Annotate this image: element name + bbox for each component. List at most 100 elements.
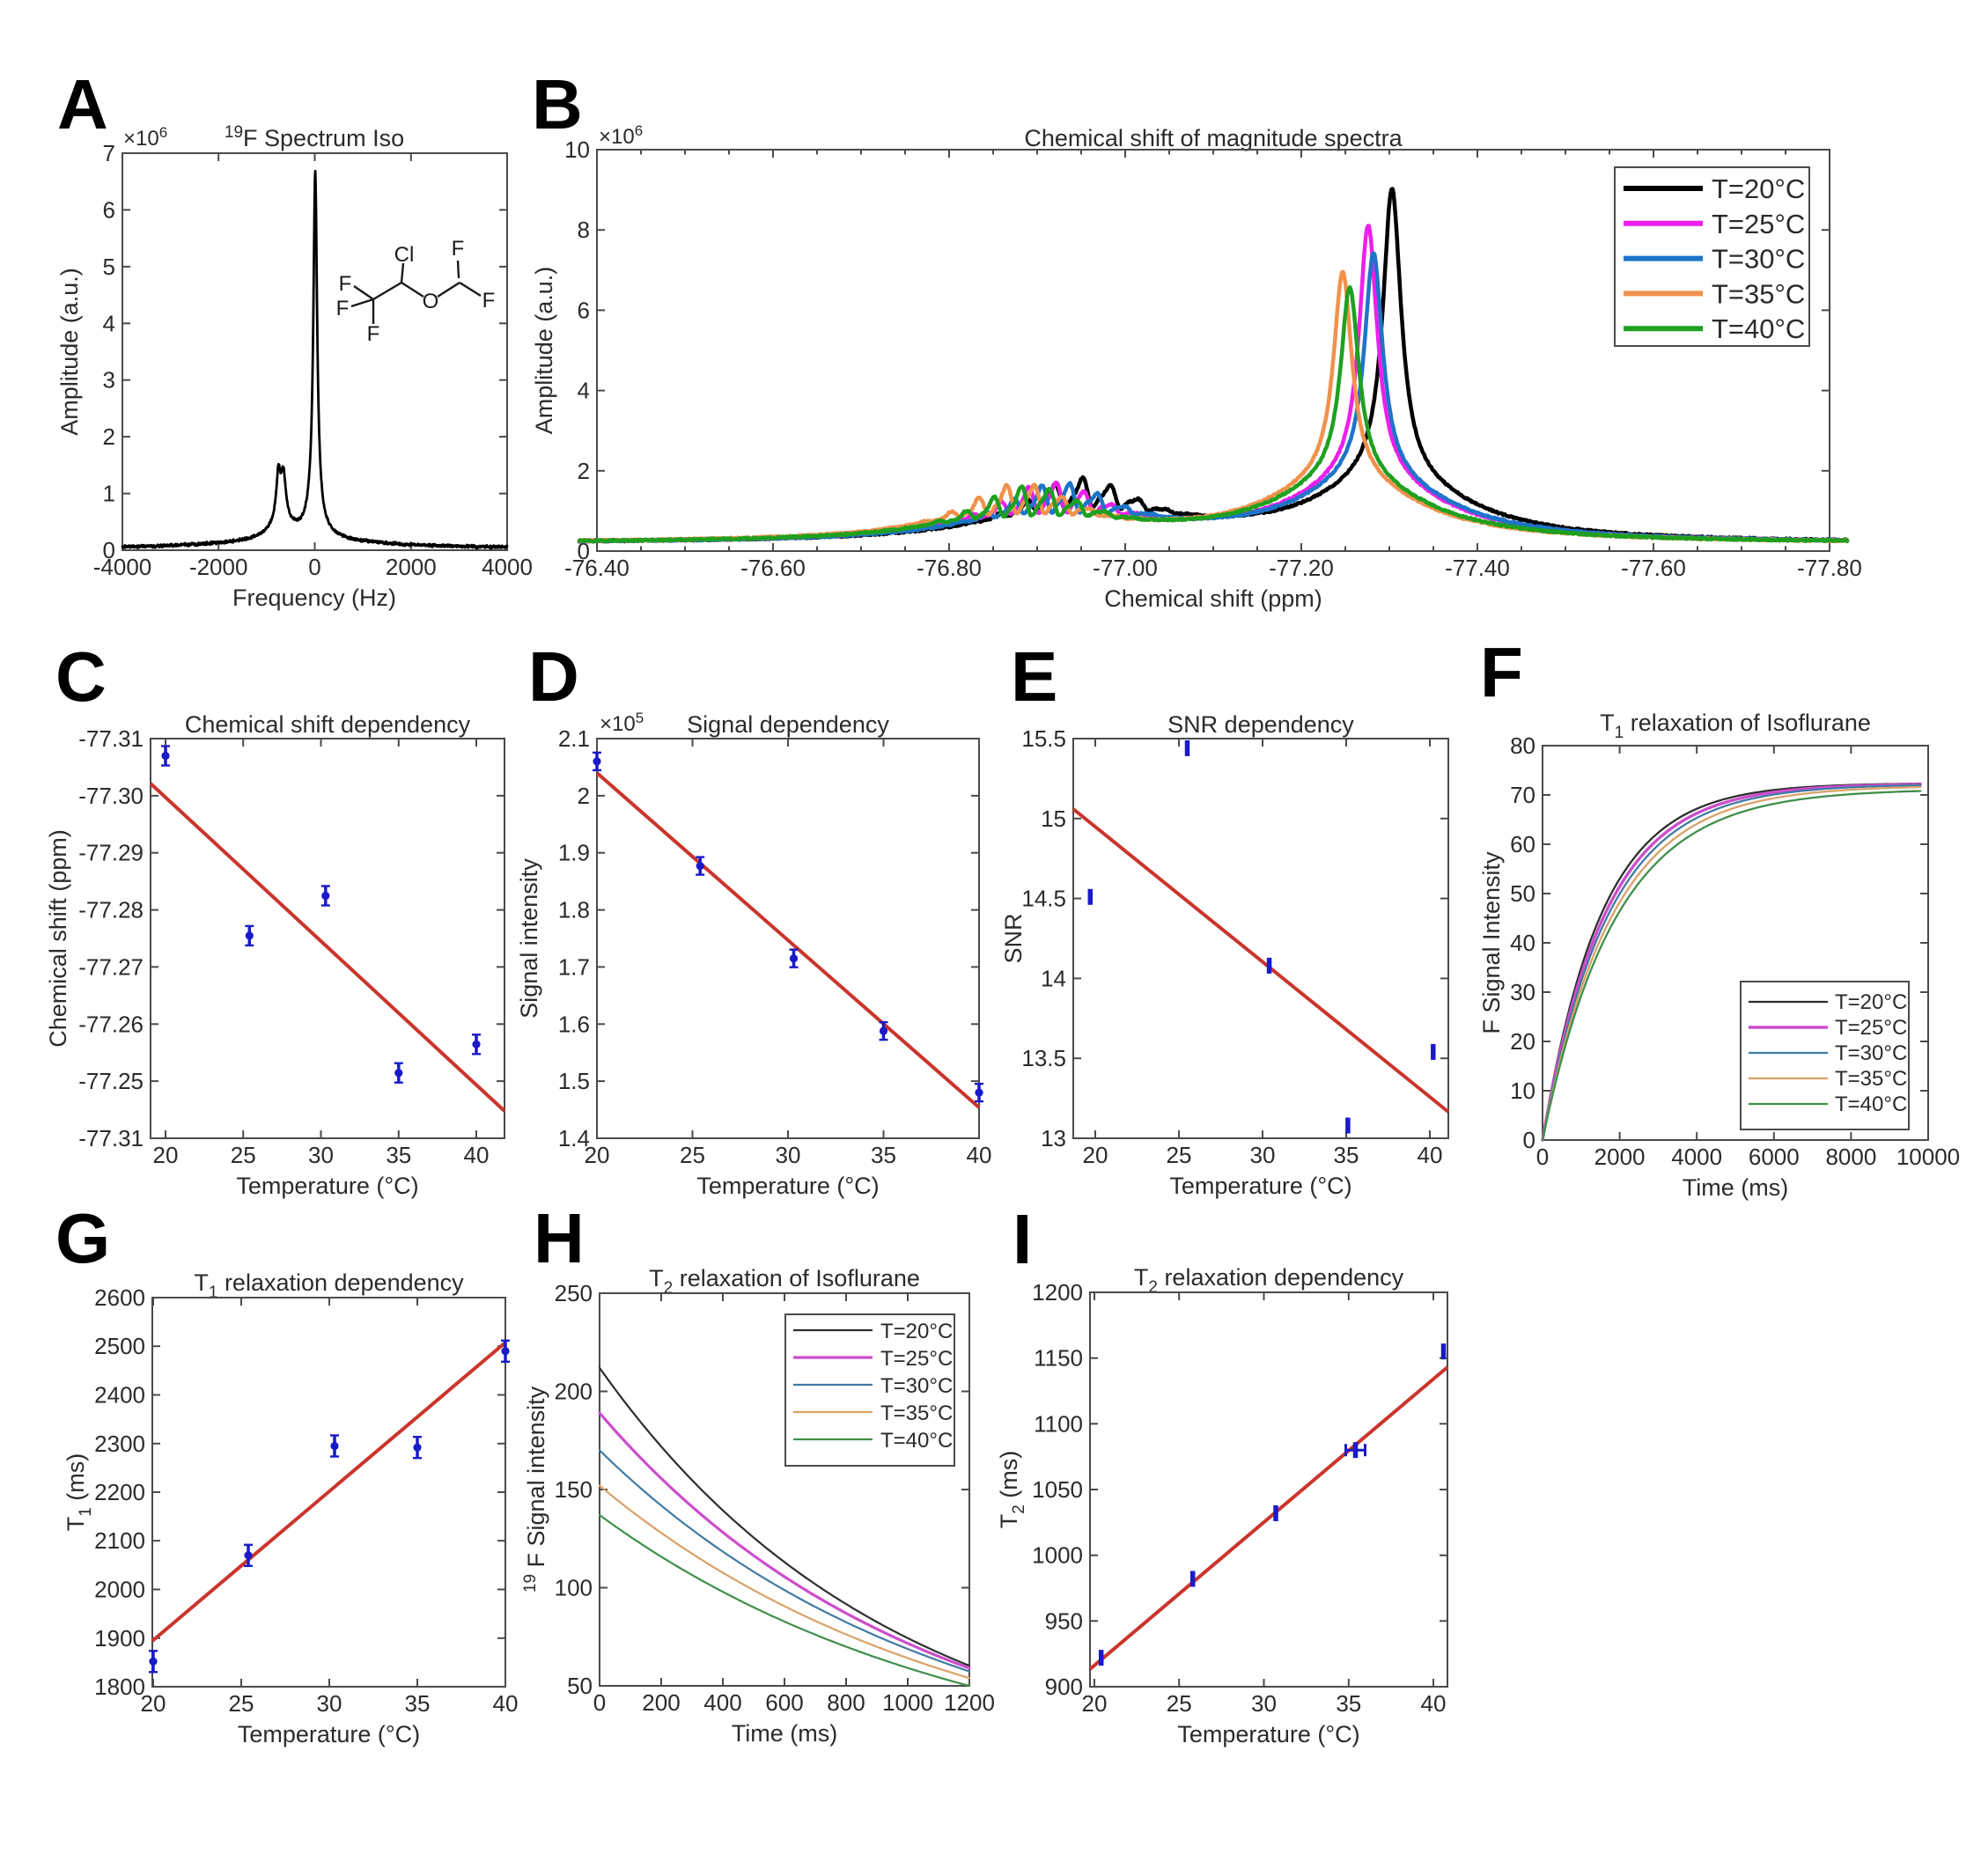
svg-text:-77.31: -77.31 xyxy=(78,725,144,752)
svg-text:T=40°C: T=40°C xyxy=(1712,313,1805,344)
svg-text:-77.29: -77.29 xyxy=(78,840,144,866)
svg-text:30: 30 xyxy=(1251,1690,1277,1717)
svg-text:1.8: 1.8 xyxy=(558,897,590,923)
svg-text:0: 0 xyxy=(103,537,115,563)
svg-text:40: 40 xyxy=(967,1142,992,1168)
svg-text:Amplitude (a.u.): Amplitude (a.u.) xyxy=(56,268,83,436)
svg-text:25: 25 xyxy=(680,1142,705,1168)
svg-text:-77.31: -77.31 xyxy=(78,1125,144,1151)
svg-text:D: D xyxy=(528,637,579,716)
svg-text:1000: 1000 xyxy=(882,1689,933,1716)
svg-text:13.5: 13.5 xyxy=(1021,1045,1066,1071)
svg-text:200: 200 xyxy=(642,1689,680,1716)
svg-text:F: F xyxy=(339,272,352,296)
svg-text:4: 4 xyxy=(578,378,590,404)
svg-text:T=35°C: T=35°C xyxy=(1712,278,1805,309)
svg-text:I: I xyxy=(1013,1200,1032,1278)
svg-text:-77.00: -77.00 xyxy=(1093,555,1158,581)
svg-text:T=30°C: T=30°C xyxy=(1835,1041,1907,1065)
svg-text:13: 13 xyxy=(1041,1125,1066,1151)
svg-text:25: 25 xyxy=(229,1690,254,1717)
svg-text:2000: 2000 xyxy=(386,554,437,580)
svg-text:200: 200 xyxy=(555,1379,593,1405)
svg-text:19F Spectrum Iso: 19F Spectrum Iso xyxy=(225,123,404,151)
svg-text:10000: 10000 xyxy=(1896,1144,1960,1170)
svg-text:30: 30 xyxy=(317,1690,342,1717)
svg-text:Time (ms): Time (ms) xyxy=(1683,1174,1788,1201)
svg-text:40: 40 xyxy=(464,1142,490,1168)
svg-text:70: 70 xyxy=(1510,782,1535,808)
svg-text:T2 relaxation dependency: T2 relaxation dependency xyxy=(1134,1264,1404,1297)
svg-text:2: 2 xyxy=(103,423,115,450)
svg-text:Temperature (°C): Temperature (°C) xyxy=(236,1173,418,1199)
svg-text:Chemical shift (ppm): Chemical shift (ppm) xyxy=(1104,585,1322,612)
svg-text:20: 20 xyxy=(141,1690,166,1717)
svg-text:7: 7 xyxy=(103,140,115,166)
svg-text:900: 900 xyxy=(1045,1674,1083,1700)
svg-text:2200: 2200 xyxy=(94,1479,145,1505)
svg-text:C: C xyxy=(55,637,107,716)
svg-text:14: 14 xyxy=(1041,965,1066,991)
svg-text:A: A xyxy=(57,65,108,143)
svg-text:3: 3 xyxy=(103,367,115,394)
svg-text:2.1: 2.1 xyxy=(558,725,590,752)
svg-text:Temperature (°C): Temperature (°C) xyxy=(696,1173,879,1199)
svg-text:10: 10 xyxy=(1510,1078,1535,1104)
svg-text:0: 0 xyxy=(1536,1144,1549,1170)
svg-text:40: 40 xyxy=(1418,1142,1443,1168)
svg-text:20: 20 xyxy=(153,1142,179,1168)
svg-text:800: 800 xyxy=(827,1689,865,1716)
svg-text:Amplitude (a.u.): Amplitude (a.u.) xyxy=(531,267,557,435)
svg-text:2300: 2300 xyxy=(94,1431,145,1457)
svg-text:T=25°C: T=25°C xyxy=(1712,209,1805,239)
svg-text:40: 40 xyxy=(493,1690,519,1717)
svg-text:Frequency (Hz): Frequency (Hz) xyxy=(232,585,396,611)
svg-text:0: 0 xyxy=(578,538,590,564)
svg-text:SNR: SNR xyxy=(1000,913,1027,963)
svg-text:1.6: 1.6 xyxy=(558,1011,590,1037)
svg-text:25: 25 xyxy=(231,1142,256,1168)
svg-text:2600: 2600 xyxy=(94,1284,145,1311)
svg-text:50: 50 xyxy=(1510,880,1535,907)
svg-text:2500: 2500 xyxy=(94,1333,145,1359)
svg-text:T=40°C: T=40°C xyxy=(880,1429,953,1453)
svg-text:T=25°C: T=25°C xyxy=(1835,1016,1907,1040)
svg-text:Temperature (°C): Temperature (°C) xyxy=(1169,1173,1351,1199)
svg-text:35: 35 xyxy=(405,1690,431,1717)
svg-text:30: 30 xyxy=(1510,979,1535,1005)
svg-text:150: 150 xyxy=(555,1476,593,1503)
svg-text:15: 15 xyxy=(1041,806,1066,832)
svg-text:Chemical shift of magnitude sp: Chemical shift of magnitude spectra xyxy=(1024,125,1403,151)
svg-text:Cl: Cl xyxy=(394,243,415,267)
svg-text:20: 20 xyxy=(1510,1028,1535,1055)
svg-text:F: F xyxy=(452,237,465,261)
svg-text:10: 10 xyxy=(564,136,590,163)
svg-text:1200: 1200 xyxy=(944,1689,995,1716)
svg-text:60: 60 xyxy=(1510,831,1535,857)
svg-text:1000: 1000 xyxy=(1032,1542,1083,1569)
svg-text:F: F xyxy=(367,322,380,346)
svg-text:4000: 4000 xyxy=(1671,1144,1722,1170)
svg-text:T=30°C: T=30°C xyxy=(880,1374,953,1398)
svg-text:8000: 8000 xyxy=(1825,1144,1876,1170)
svg-text:Chemical shift dependency: Chemical shift dependency xyxy=(185,711,471,738)
svg-text:40: 40 xyxy=(1421,1690,1447,1717)
svg-text:4: 4 xyxy=(103,310,115,336)
svg-text:8: 8 xyxy=(578,217,590,243)
svg-text:400: 400 xyxy=(703,1689,741,1716)
svg-text:Signal dependency: Signal dependency xyxy=(687,711,889,738)
svg-text:-77.26: -77.26 xyxy=(78,1011,144,1037)
svg-text:35: 35 xyxy=(1336,1690,1361,1717)
svg-text:1200: 1200 xyxy=(1032,1279,1083,1306)
svg-text:950: 950 xyxy=(1045,1607,1083,1634)
svg-text:O: O xyxy=(423,290,439,313)
svg-text:-77.25: -77.25 xyxy=(78,1068,144,1094)
svg-text:5: 5 xyxy=(103,254,115,280)
svg-text:6: 6 xyxy=(103,196,115,223)
svg-text:Signal intensity: Signal intensity xyxy=(516,858,542,1019)
svg-text:1150: 1150 xyxy=(1034,1345,1083,1372)
svg-text:1050: 1050 xyxy=(1032,1476,1083,1503)
svg-text:1.5: 1.5 xyxy=(558,1068,590,1094)
svg-text:F: F xyxy=(1480,633,1523,711)
svg-text:30: 30 xyxy=(308,1142,334,1168)
